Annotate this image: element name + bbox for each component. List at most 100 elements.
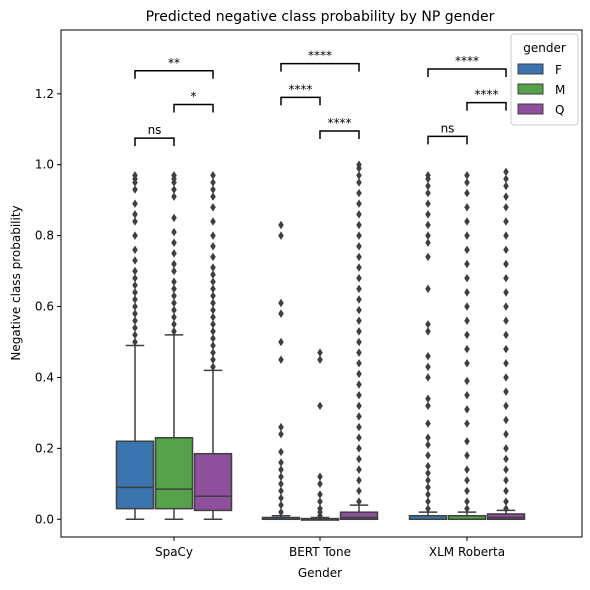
outlier-point (464, 330, 470, 340)
outlier-point (503, 476, 509, 485)
outlier-point (210, 355, 216, 364)
outlier-point (210, 320, 216, 329)
outlier-point (464, 302, 470, 311)
outlier-point (278, 298, 284, 308)
significance-label: ** (168, 56, 180, 70)
outlier-point (132, 302, 138, 311)
outlier-point (425, 199, 431, 208)
plot-area: ns***************ns******** (60, 29, 583, 538)
outlier-point (425, 461, 431, 471)
outlier-point (132, 171, 138, 180)
outlier-point (210, 242, 216, 251)
outlier-point (171, 238, 177, 247)
outlier-point (425, 327, 431, 336)
chart-title: Predicted negative class probability by … (146, 9, 495, 25)
box-F-1 (261, 220, 301, 521)
outlier-point (425, 362, 431, 372)
outlier-point (464, 203, 470, 212)
outlier-point (356, 295, 362, 304)
legend-label-Q: Q (555, 103, 564, 117)
significance-bracket-2: ** (134, 56, 214, 79)
outlier-point (210, 312, 216, 322)
outlier-point (356, 380, 362, 389)
outlier-point (278, 309, 284, 318)
outlier-point (356, 252, 362, 262)
outlier-point (210, 327, 216, 336)
significance-bracket-1: * (173, 89, 214, 113)
significance-label: **** (308, 49, 332, 63)
box-F-0 (115, 171, 155, 521)
outlier-point (171, 291, 177, 301)
y-axis-label: Negative class probability (9, 205, 23, 360)
outlier-point (278, 507, 284, 517)
outlier-point (171, 185, 177, 194)
outlier-point (464, 497, 470, 506)
bracket-line (134, 70, 214, 79)
y-tick-label: 0.0 (35, 512, 54, 526)
outlier-point (464, 217, 470, 226)
outlier-point (317, 348, 323, 357)
outlier-point (210, 298, 216, 308)
outlier-point (132, 337, 138, 347)
box-body (154, 436, 194, 510)
outlier-point (503, 174, 509, 184)
outlier-point (425, 284, 431, 294)
box-Q-2 (486, 167, 526, 521)
outlier-point (210, 362, 216, 372)
outlier-point (425, 220, 431, 230)
outlier-point (132, 273, 138, 283)
outlier-point (278, 479, 284, 489)
legend-swatch-M (517, 83, 544, 95)
outlier-point (132, 217, 138, 226)
outlier-point (464, 486, 470, 496)
outlier-point (356, 160, 362, 169)
outlier-point (425, 504, 431, 513)
y-tick-label: 1.0 (35, 158, 54, 172)
outlier-point (464, 405, 470, 414)
outlier-point (210, 203, 216, 212)
bracket-line (427, 135, 468, 145)
outlier-point (132, 210, 138, 219)
outlier-point (425, 468, 431, 478)
outlier-point (317, 479, 323, 489)
outlier-point (503, 330, 509, 340)
outlier-point (464, 465, 470, 474)
outlier-point (171, 284, 177, 294)
outlier-point (317, 472, 323, 481)
bracket-line (173, 103, 214, 113)
outlier-point (132, 330, 138, 340)
outlier-point (278, 422, 284, 432)
outlier-point (210, 341, 216, 350)
y-axis-ticks: 0.0 0.2 0.4 0.6 0.8 1.0 1.2 (35, 87, 61, 526)
legend: gender FMQ (510, 33, 579, 126)
outlier-point (132, 185, 138, 194)
significance-bracket-0: ns (134, 123, 175, 147)
outlier-point (356, 401, 362, 411)
outlier-point (356, 178, 362, 187)
outlier-point (464, 273, 470, 283)
outlier-point (356, 444, 362, 453)
x-axis-label: Gender (298, 566, 342, 580)
bracket-line (280, 62, 360, 72)
outlier-point (464, 419, 470, 428)
outlier-point (210, 305, 216, 315)
outlier-point (464, 504, 470, 513)
outlier-point (278, 465, 284, 474)
outlier-point (464, 476, 470, 485)
outlier-point (464, 231, 470, 240)
outlier-point (425, 451, 431, 460)
outlier-point (210, 284, 216, 294)
bracket-line (466, 101, 507, 111)
outlier-point (503, 273, 509, 283)
significance-label: ns (148, 123, 162, 137)
outlier-point (503, 359, 509, 368)
outlier-point (278, 337, 284, 347)
y-tick-label: 0.8 (35, 229, 54, 243)
outlier-point (278, 500, 284, 510)
outlier-point (356, 231, 362, 240)
y-tick-label: 0.2 (35, 441, 54, 455)
outlier-point (278, 429, 284, 439)
outlier-point (171, 227, 177, 237)
legend-title: gender (523, 41, 566, 55)
outlier-point (425, 401, 431, 411)
